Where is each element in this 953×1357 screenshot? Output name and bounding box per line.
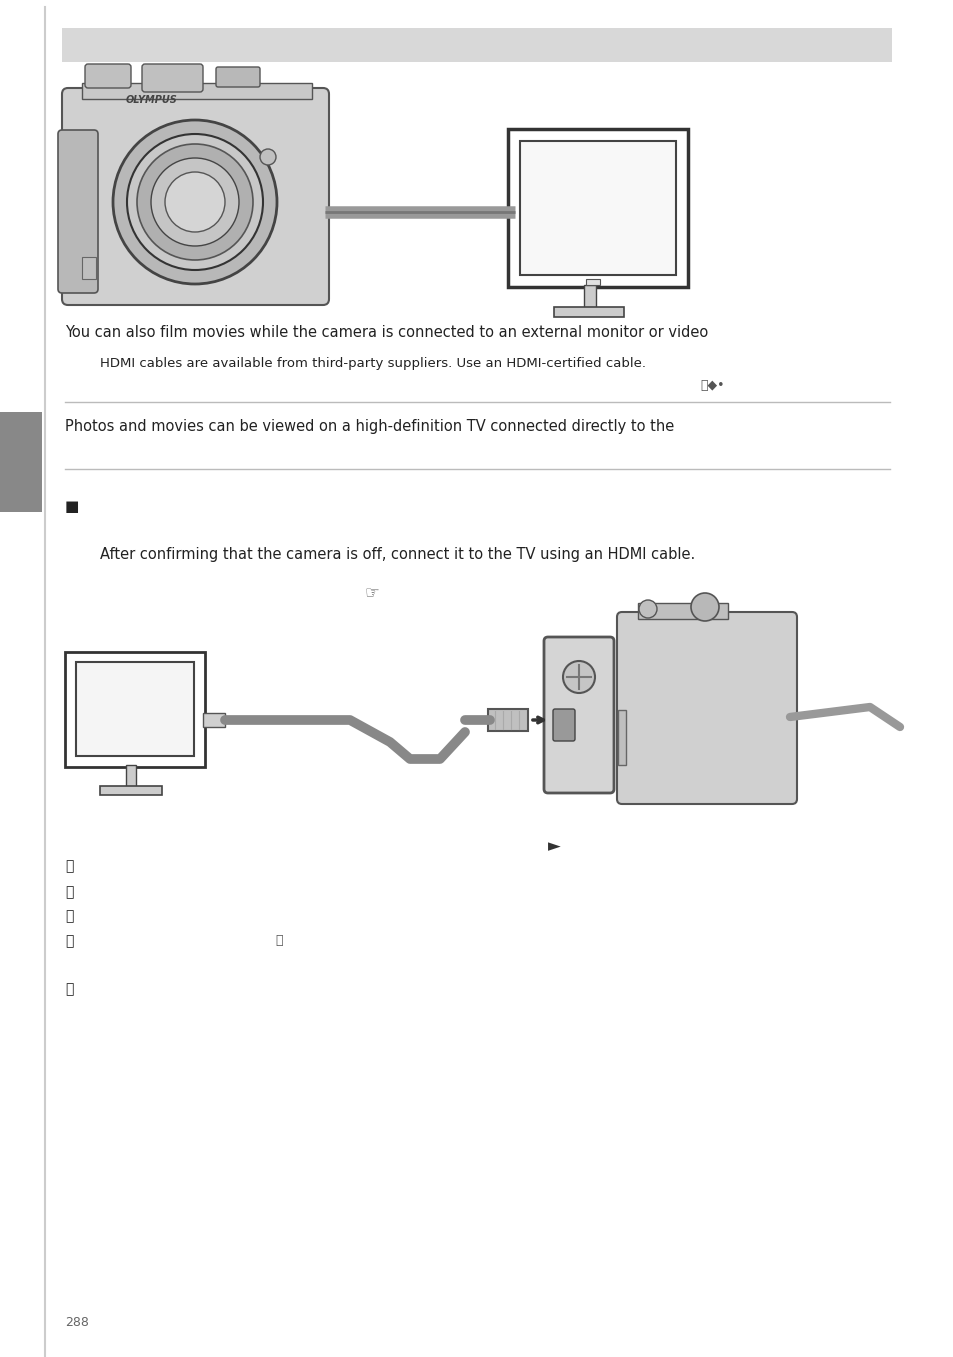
Bar — [618, 710, 625, 765]
Text: ⓘ: ⓘ — [65, 982, 73, 996]
Text: ■: ■ — [65, 499, 79, 514]
Text: ►: ► — [547, 837, 560, 855]
Text: ⓘ: ⓘ — [65, 885, 73, 898]
Bar — [82, 83, 312, 99]
FancyBboxPatch shape — [85, 64, 131, 88]
Circle shape — [690, 593, 719, 622]
Text: You can also film movies while the camera is connected to an external monitor or: You can also film movies while the camer… — [65, 324, 707, 341]
Bar — [65, 651, 205, 767]
Text: 288: 288 — [65, 1316, 89, 1329]
Bar — [0, 413, 42, 512]
Text: ⓘ: ⓘ — [65, 934, 73, 949]
FancyBboxPatch shape — [58, 130, 98, 293]
Circle shape — [127, 134, 263, 270]
Bar — [100, 786, 162, 795]
Bar — [76, 662, 193, 756]
Circle shape — [639, 600, 657, 617]
Text: ⓘ: ⓘ — [65, 909, 73, 923]
Text: ⓘ: ⓘ — [65, 859, 73, 873]
Circle shape — [260, 149, 275, 166]
Bar — [519, 141, 676, 275]
Bar — [583, 285, 596, 311]
Bar — [203, 712, 225, 727]
Bar — [126, 765, 136, 788]
Bar — [585, 280, 599, 285]
Bar — [554, 307, 623, 318]
Text: 🎥◆•: 🎥◆• — [700, 379, 723, 392]
FancyBboxPatch shape — [215, 66, 260, 87]
Text: OLYMPUS: OLYMPUS — [126, 95, 177, 104]
Text: ☞: ☞ — [365, 584, 379, 603]
Bar — [638, 603, 727, 619]
FancyBboxPatch shape — [553, 708, 575, 741]
Circle shape — [112, 119, 276, 284]
FancyBboxPatch shape — [617, 612, 796, 803]
Bar — [488, 708, 527, 731]
Circle shape — [151, 157, 239, 246]
Text: After confirming that the camera is off, connect it to the TV using an HDMI cabl: After confirming that the camera is off,… — [100, 547, 695, 562]
Text: 🎥: 🎥 — [274, 934, 282, 947]
FancyBboxPatch shape — [142, 64, 203, 92]
Bar — [82, 256, 96, 280]
FancyBboxPatch shape — [62, 88, 329, 305]
Text: Photos and movies can be viewed on a high-definition TV connected directly to th: Photos and movies can be viewed on a hig… — [65, 419, 674, 434]
Circle shape — [137, 144, 253, 261]
Circle shape — [562, 661, 595, 693]
Bar — [62, 28, 891, 62]
Circle shape — [165, 172, 225, 232]
Bar — [507, 129, 687, 286]
Text: HDMI cables are available from third-party suppliers. Use an HDMI-certified cabl: HDMI cables are available from third-par… — [100, 357, 645, 370]
FancyBboxPatch shape — [543, 636, 614, 792]
